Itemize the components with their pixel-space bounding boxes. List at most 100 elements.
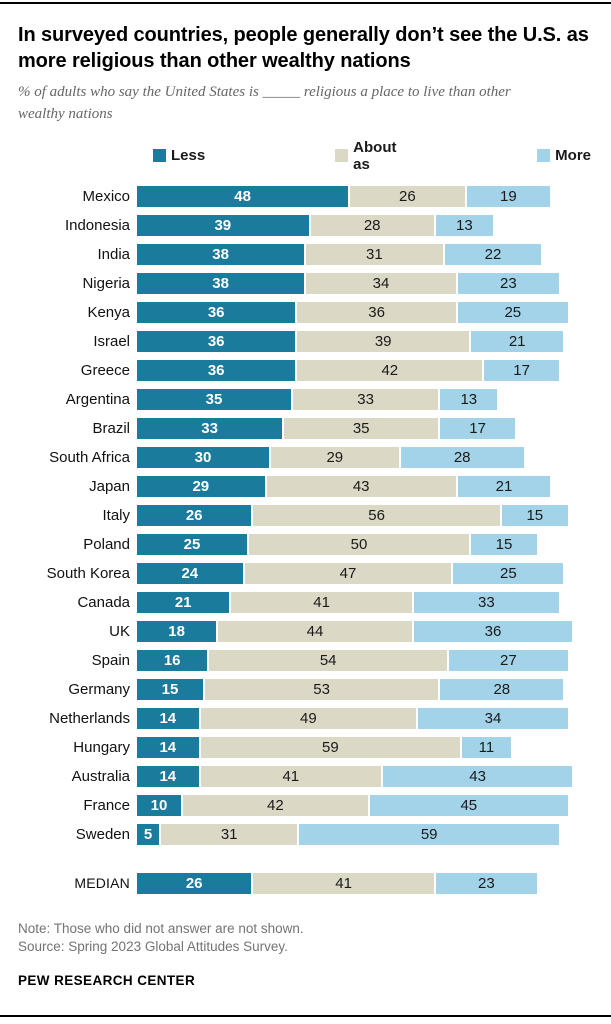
bar-value: 50 — [350, 535, 368, 553]
median-row: MEDIAN 26 41 23 — [18, 872, 591, 894]
country-label: Kenya — [87, 303, 130, 321]
bar-group: 48 26 19 — [137, 185, 577, 207]
bar-segment-less: 21 — [137, 591, 230, 613]
median-row-container: MEDIAN 26 41 23 — [18, 872, 591, 894]
bar-value: 23 — [478, 874, 495, 892]
bar-segment-about: 31 — [161, 823, 298, 845]
country-label: Brazil — [92, 419, 130, 437]
bar-segment-less: 26 — [137, 504, 252, 526]
chart-row: Poland 25 50 15 — [18, 533, 591, 555]
legend-item-less: Less — [153, 147, 205, 164]
bar-segment-about: 54 — [209, 649, 447, 671]
chart-note: Note: Those who did not answer are not s… — [18, 920, 304, 936]
bar-value: 14 — [159, 709, 177, 727]
bar-value: 38 — [212, 274, 229, 292]
chart-row: Germany 15 53 28 — [18, 678, 591, 700]
bar-group: 15 53 28 — [137, 678, 577, 700]
bar-segment-about: 28 — [310, 214, 434, 236]
bar-value: 41 — [313, 593, 330, 611]
bar-value: 48 — [234, 187, 251, 205]
bar-segment-more: 15 — [501, 504, 568, 526]
chart-row: Greece 36 42 17 — [18, 359, 591, 381]
bar-segment-less: 14 — [137, 736, 199, 758]
bar-value: 5 — [143, 825, 153, 843]
bar-segment-about: 42 — [297, 359, 483, 381]
bar-value: 29 — [326, 448, 344, 466]
bar-group: 14 41 43 — [137, 765, 577, 787]
bar-value: 14 — [159, 738, 177, 756]
bar-group: 5 31 59 — [137, 823, 577, 845]
bar-segment-less: 38 — [137, 272, 305, 294]
bar-segment-more: 59 — [299, 823, 559, 845]
chart-row: Hungary 14 59 11 — [18, 736, 591, 758]
bar-value: 26 — [399, 187, 416, 205]
chart-row: Spain 16 54 27 — [18, 649, 591, 671]
bar-group: 10 42 45 — [137, 794, 577, 816]
bar-segment-about: 41 — [231, 591, 412, 613]
bar-value: 41 — [282, 767, 300, 785]
bar-value: 36 — [484, 622, 502, 640]
legend-label-less: Less — [171, 147, 206, 164]
bar-segment-less: 30 — [137, 446, 269, 468]
country-label: France — [83, 796, 130, 814]
bar-value: 36 — [207, 303, 225, 321]
bar-value: 54 — [319, 651, 337, 669]
bar-segment-more: 28 — [400, 446, 524, 468]
chart-row: Israel 36 39 21 — [18, 330, 591, 352]
legend-label-more: More — [555, 147, 591, 164]
bar-value: 33 — [478, 593, 495, 611]
chart-row: Australia 14 41 43 — [18, 765, 591, 787]
bar-group: 14 49 34 — [137, 707, 577, 729]
country-label: Israel — [93, 332, 130, 350]
bar-group: 29 43 21 — [137, 475, 577, 497]
bar-value: 35 — [205, 390, 223, 408]
bar-segment-less: 15 — [137, 678, 203, 700]
bar-segment-about: 29 — [271, 446, 399, 468]
bar-segment-less: 14 — [137, 765, 199, 787]
bar-value: 35 — [352, 419, 370, 437]
bar-value: 15 — [495, 535, 513, 553]
bar-segment-about: 39 — [297, 330, 469, 352]
bar-segment-more: 11 — [462, 736, 511, 758]
country-label: Italy — [102, 506, 130, 524]
bar-value: 26 — [185, 874, 203, 892]
bar-group: 35 33 13 — [137, 388, 577, 410]
bar-value: 10 — [150, 796, 168, 814]
country-label: Japan — [89, 477, 130, 495]
bar-segment-more: 28 — [440, 678, 564, 700]
bar-segment-less: 24 — [137, 562, 243, 584]
bar-segment-about: 33 — [293, 388, 439, 410]
bar-segment-about: 41 — [200, 765, 381, 787]
bar-segment-less: 36 — [137, 330, 296, 352]
bar-value: 43 — [352, 477, 370, 495]
bar-segment-about: 44 — [218, 620, 412, 642]
chart-row: Sweden 5 31 59 — [18, 823, 591, 845]
page-title: In surveyed countries, people generally … — [18, 24, 589, 72]
bar-segment-more: 33 — [413, 591, 559, 613]
bar-value: 39 — [374, 332, 392, 350]
chart-row: Brazil 33 35 17 — [18, 417, 591, 439]
bar-group: 36 36 25 — [137, 301, 577, 323]
bar-segment-less: 35 — [137, 388, 291, 410]
bar-segment-less: 26 — [137, 872, 252, 894]
bar-segment-more: 22 — [444, 243, 542, 265]
bar-value: 13 — [456, 216, 473, 234]
bar-value: 59 — [420, 825, 438, 843]
bar-group: 21 41 33 — [137, 591, 577, 613]
bar-value: 36 — [207, 361, 225, 379]
bar-segment-about: 41 — [253, 872, 434, 894]
chart-row: India 38 31 22 — [18, 243, 591, 265]
bar-value: 36 — [368, 303, 385, 321]
chart-row: Kenya 36 36 25 — [18, 301, 591, 323]
bar-value: 36 — [207, 332, 225, 350]
bar-value: 15 — [161, 680, 179, 698]
bar-value: 15 — [526, 506, 544, 524]
country-label: Mexico — [82, 187, 130, 205]
bar-group: 24 47 25 — [137, 562, 577, 584]
country-label: Canada — [77, 593, 130, 611]
chart-row: Indonesia 39 28 13 — [18, 214, 591, 236]
bar-value: 25 — [504, 303, 522, 321]
country-label: Germany — [68, 680, 130, 698]
bar-segment-about: 42 — [183, 794, 368, 816]
bar-group: 25 50 15 — [137, 533, 577, 555]
